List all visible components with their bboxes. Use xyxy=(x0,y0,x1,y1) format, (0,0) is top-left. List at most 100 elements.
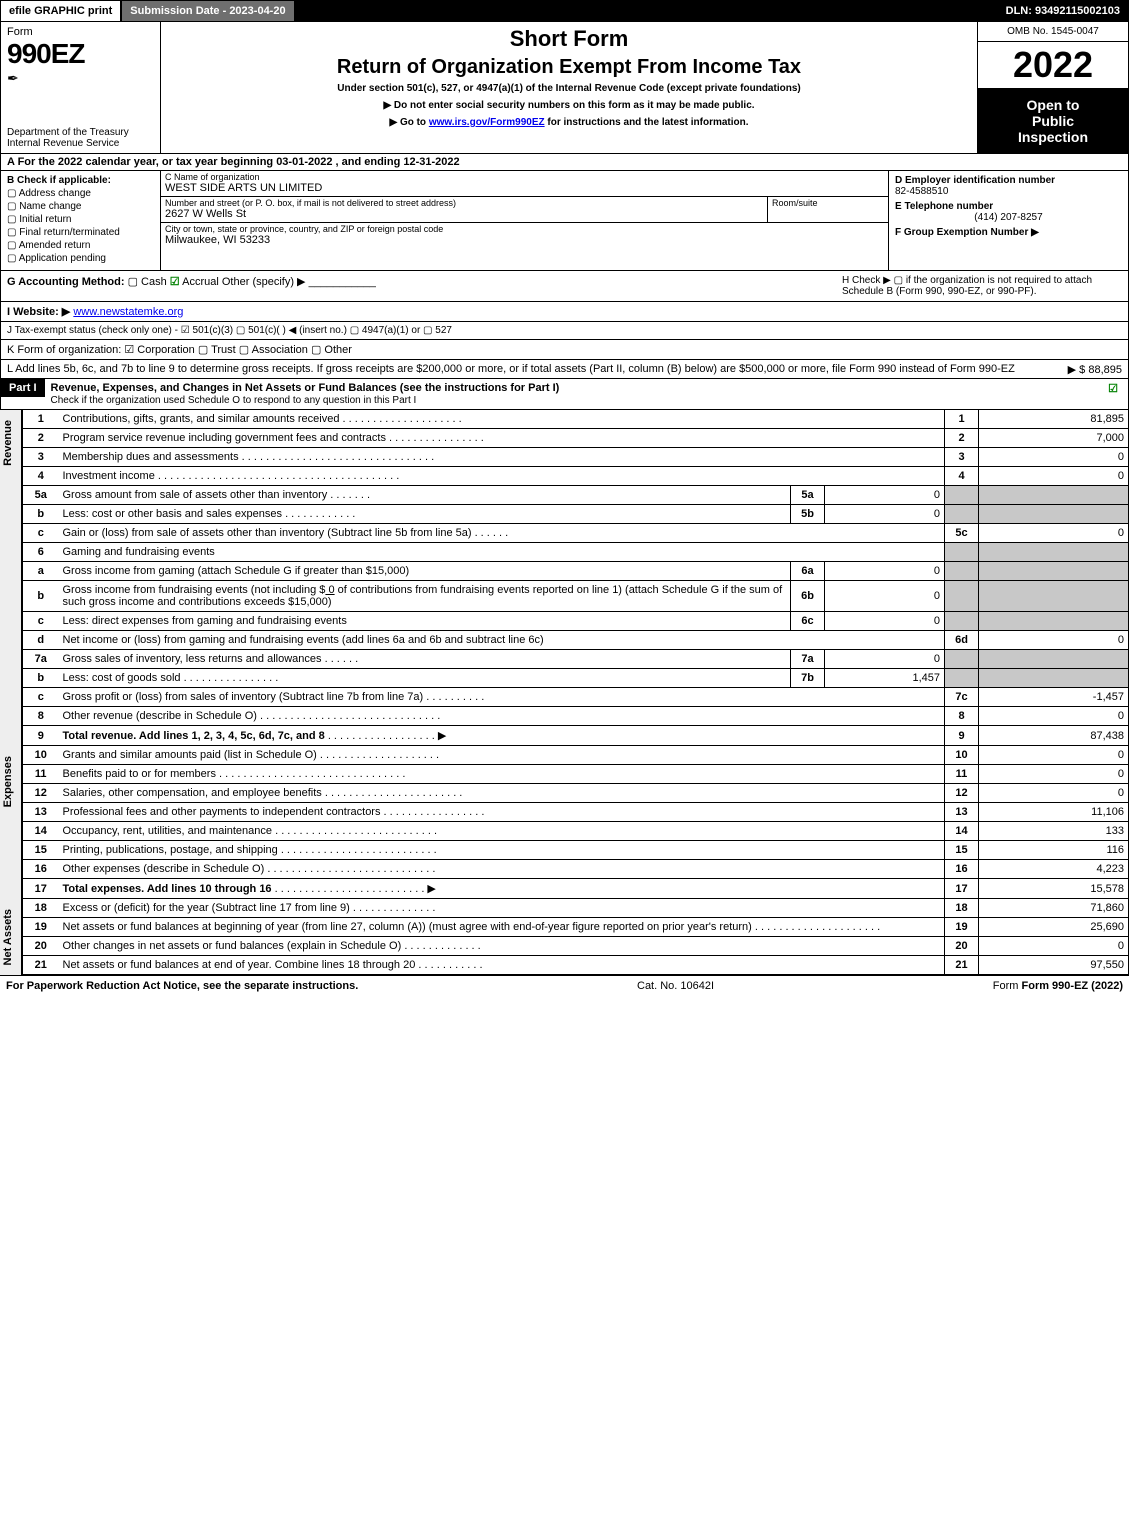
l9-amt: 87,438 xyxy=(979,726,1129,746)
phone: (414) 207-8257 xyxy=(895,212,1122,223)
l8-desc: Other revenue (describe in Schedule O) xyxy=(63,710,257,722)
room-label: Room/suite xyxy=(768,197,888,208)
l14-desc: Occupancy, rent, utilities, and maintena… xyxy=(63,825,273,837)
revenue-table: 1Contributions, gifts, grants, and simil… xyxy=(22,410,1129,746)
revenue-vlabel: Revenue xyxy=(0,410,22,746)
l15-n: 15 xyxy=(945,841,979,860)
header-center: Short Form Return of Organization Exempt… xyxy=(161,22,978,153)
l6b-val: 0 xyxy=(325,584,334,596)
l3-desc: Membership dues and assessments xyxy=(63,451,239,463)
line-6b: bGross income from fundraising events (n… xyxy=(23,581,1129,612)
ein-label: D Employer identification number xyxy=(895,175,1055,186)
pen-icon: ✒ xyxy=(7,70,19,86)
line-7c: cGross profit or (loss) from sales of in… xyxy=(23,688,1129,707)
warning-2: ▶ Go to www.irs.gov/Form990EZ for instru… xyxy=(167,117,971,128)
form-word: Form xyxy=(7,26,154,38)
row-i: I Website: ▶ www.newstatemke.org xyxy=(0,302,1129,322)
line-13: 13Professional fees and other payments t… xyxy=(23,803,1129,822)
org-name-label: C Name of organization xyxy=(161,171,888,182)
l11-amt: 0 xyxy=(979,765,1129,784)
l18-n: 18 xyxy=(945,899,979,918)
line-2: 2Program service revenue including gover… xyxy=(23,429,1129,448)
street-label: Number and street (or P. O. box, if mail… xyxy=(161,197,767,208)
warning-1: ▶ Do not enter social security numbers o… xyxy=(167,100,971,111)
l5b-sn: 5b xyxy=(791,505,825,524)
l10-n: 10 xyxy=(945,746,979,765)
l1-desc: Contributions, gifts, grants, and simila… xyxy=(63,413,340,425)
l13-amt: 11,106 xyxy=(979,803,1129,822)
chk-final[interactable]: ▢ Final return/terminated xyxy=(7,227,154,238)
chk-name[interactable]: ▢ Name change xyxy=(7,201,154,212)
l4-desc: Investment income xyxy=(63,470,155,482)
l15-amt: 116 xyxy=(979,841,1129,860)
l6a-sv: 0 xyxy=(825,562,945,581)
part1-check[interactable]: ☑ xyxy=(1098,379,1128,409)
chk-amended-label: Amended return xyxy=(19,240,91,251)
website-link[interactable]: www.newstatemke.org xyxy=(73,306,183,318)
check-icon: ☑ xyxy=(170,276,180,288)
l7a-sn: 7a xyxy=(791,650,825,669)
l9-desc: Total revenue. Add lines 1, 2, 3, 4, 5c,… xyxy=(63,730,325,742)
line-5c: cGain or (loss) from sale of assets othe… xyxy=(23,524,1129,543)
l16-amt: 4,223 xyxy=(979,860,1129,879)
l20-desc: Other changes in net assets or fund bala… xyxy=(63,940,402,952)
l7b-desc: Less: cost of goods sold xyxy=(63,672,181,684)
l17-amt: 15,578 xyxy=(979,879,1129,899)
short-form-title: Short Form xyxy=(167,26,971,52)
irs-link[interactable]: www.irs.gov/Form990EZ xyxy=(429,117,545,128)
l6-desc: Gaming and fundraising events xyxy=(59,543,945,562)
section-bc: B Check if applicable: ▢ Address change … xyxy=(0,171,1129,270)
l6c-sn: 6c xyxy=(791,612,825,631)
l7b-sn: 7b xyxy=(791,669,825,688)
line-10: 10Grants and similar amounts paid (list … xyxy=(23,746,1129,765)
chk-address[interactable]: ▢ Address change xyxy=(7,188,154,199)
chk-amended[interactable]: ▢ Amended return xyxy=(7,240,154,251)
l7b-sv: 1,457 xyxy=(825,669,945,688)
line-20: 20 Other changes in net assets or fund ba… xyxy=(23,937,1129,956)
part1-header: Part I Revenue, Expenses, and Changes in… xyxy=(0,379,1129,410)
l5a-desc: Gross amount from sale of assets other t… xyxy=(63,489,328,501)
l9-n: 9 xyxy=(945,726,979,746)
l5a-sn: 5a xyxy=(791,486,825,505)
row-l-text: L Add lines 5b, 6c, and 7b to line 9 to … xyxy=(7,363,1015,375)
g-cash: Cash xyxy=(141,276,167,288)
line-5b: bLess: cost or other basis and sales exp… xyxy=(23,505,1129,524)
dln-label: DLN: 93492115002103 xyxy=(998,1,1128,21)
expenses-vlabel: Expenses xyxy=(0,746,22,899)
ein: 82-4588510 xyxy=(895,186,948,197)
l6c-sv: 0 xyxy=(825,612,945,631)
chk-final-label: Final return/terminated xyxy=(19,227,120,238)
row-g-h: G Accounting Method: ▢ Cash ☑ Accrual Ot… xyxy=(0,270,1129,302)
form-number: 990EZ xyxy=(7,38,154,70)
l18-desc: Excess or (deficit) for the year (Subtra… xyxy=(63,902,350,914)
l6d-desc: Net income or (loss) from gaming and fun… xyxy=(59,631,945,650)
l21-amt: 97,550 xyxy=(979,956,1129,975)
header-left: Form 990EZ ✒ Department of the Treasury … xyxy=(1,22,161,153)
chk-initial[interactable]: ▢ Initial return xyxy=(7,214,154,225)
footer-right: Form Form 990-EZ (2022) xyxy=(993,980,1123,992)
l17-desc: Total expenses. Add lines 10 through 16 xyxy=(63,883,272,895)
l2-n: 2 xyxy=(945,429,979,448)
l13-desc: Professional fees and other payments to … xyxy=(63,806,381,818)
l5b-sv: 0 xyxy=(825,505,945,524)
part1-sub: Check if the organization used Schedule … xyxy=(51,395,417,406)
omb-number: OMB No. 1545-0047 xyxy=(978,22,1128,42)
l21-desc: Net assets or fund balances at end of ye… xyxy=(63,959,416,971)
line-6a: aGross income from gaming (attach Schedu… xyxy=(23,562,1129,581)
subtitle: Under section 501(c), 527, or 4947(a)(1)… xyxy=(167,83,971,94)
l20-n: 20 xyxy=(945,937,979,956)
spacer xyxy=(296,1,998,21)
l6b-pre: Gross income from fundraising events (no… xyxy=(63,584,326,596)
l21-n: 21 xyxy=(945,956,979,975)
phone-label: E Telephone number xyxy=(895,201,993,212)
footer-right-text: Form 990-EZ (2022) xyxy=(1022,980,1123,992)
l19-desc: Net assets or fund balances at beginning… xyxy=(63,921,752,933)
l5c-n: 5c xyxy=(945,524,979,543)
l6c-desc: Less: direct expenses from gaming and fu… xyxy=(63,615,347,627)
l12-n: 12 xyxy=(945,784,979,803)
tax-year: 2022 xyxy=(978,42,1128,89)
warn2-pre: ▶ Go to xyxy=(389,117,428,128)
row-a: A For the 2022 calendar year, or tax yea… xyxy=(0,154,1129,171)
chk-pending[interactable]: ▢ Application pending xyxy=(7,253,154,264)
website-label: I Website: ▶ xyxy=(7,306,70,318)
